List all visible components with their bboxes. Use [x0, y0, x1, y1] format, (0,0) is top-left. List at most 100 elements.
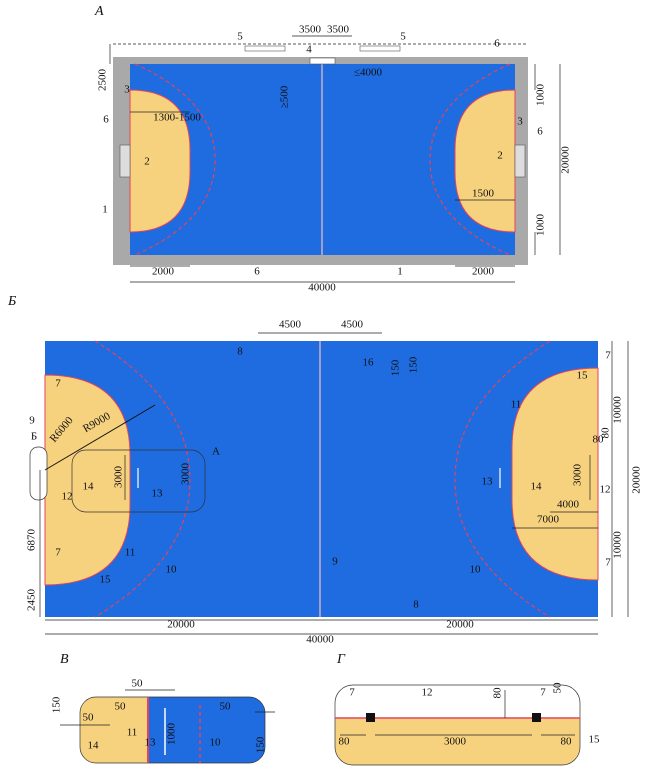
detail-outline [79, 696, 266, 764]
annotation: 10000 [612, 531, 624, 559]
annotation: 7 [605, 557, 611, 569]
annotation: 6 [494, 38, 500, 50]
goal-area [129, 89, 191, 233]
annotation: 10000 [612, 396, 624, 424]
annotation: 12 [600, 484, 611, 496]
annotation: 7000 [537, 514, 560, 526]
annotation: 12 [62, 491, 73, 503]
annotation: 15 [577, 370, 589, 382]
annotation: 5 [237, 31, 243, 43]
annotation: 1000 [535, 84, 547, 107]
annotation: 2 [497, 150, 503, 162]
annotation: 11 [125, 547, 136, 559]
detail-a-outline [71, 449, 206, 513]
annotation: 3000 [444, 736, 467, 748]
annotation: 2 [144, 156, 150, 168]
annotation: 3000 [180, 463, 192, 486]
annotation: 150 [390, 359, 402, 376]
annotation: 20000 [631, 466, 643, 494]
bench [359, 45, 401, 52]
panel-label: В [60, 652, 69, 667]
annotation: 20000 [167, 619, 195, 631]
goal [119, 144, 131, 178]
annotation: 6 [537, 126, 543, 138]
annotation: 20000 [446, 619, 474, 631]
annotation: 12 [422, 687, 433, 699]
goal-area [44, 374, 131, 586]
annotation: 7 [55, 547, 61, 559]
panel-g [334, 684, 581, 766]
annotation: 150 [51, 696, 63, 713]
annotation: 7 [55, 378, 61, 390]
annotation: Б [31, 431, 37, 443]
annotation: 7 [605, 350, 611, 362]
annotation: 7 [349, 687, 355, 699]
panel-a [109, 35, 561, 283]
annotation: 1300-1500 [153, 112, 201, 124]
court [45, 341, 598, 617]
annotation: 50 [552, 682, 564, 694]
annotation: 11 [511, 399, 522, 411]
annotation: 10 [166, 564, 178, 576]
annotation: 80 [561, 736, 573, 748]
annotation: 2500 [97, 69, 109, 92]
annotation: 9 [29, 415, 35, 427]
annotation: 80 [492, 687, 504, 699]
goal-post [366, 713, 375, 722]
annotation: 8 [413, 599, 419, 611]
annotation: 50 [115, 701, 127, 713]
dimension-lines [109, 35, 561, 283]
annotation: 3000 [113, 466, 125, 489]
annotation: 3 [517, 116, 523, 128]
annotation: 3500 [327, 24, 350, 36]
goal-area [511, 367, 599, 581]
annotation: 80 [600, 427, 612, 439]
annotation: 14 [83, 481, 95, 493]
table [309, 57, 336, 65]
annotation: 50 [220, 701, 232, 713]
radius-line [44, 404, 156, 471]
annotation: 150 [408, 356, 420, 373]
annotation: 13 [482, 476, 494, 488]
annotation: 16 [363, 357, 375, 369]
annotation: 13 [145, 737, 157, 749]
annotation: 13 [152, 488, 164, 500]
annotation: 4500 [279, 319, 302, 331]
annotation: 6 [103, 114, 109, 126]
free-throw-line [454, 340, 551, 618]
annotation: 14 [531, 481, 543, 493]
free-throw-line [94, 340, 191, 618]
annotation: 3 [124, 84, 130, 96]
panel-label: Г [336, 652, 346, 667]
annotation: 6 [254, 266, 260, 278]
annotation: 10 [470, 564, 482, 576]
panel-label: А [94, 4, 104, 19]
annotation: 9 [332, 556, 338, 568]
goal-post [532, 713, 541, 722]
dimension-lines [60, 689, 275, 726]
goal [514, 144, 526, 178]
annotation: 150 [255, 736, 267, 753]
annotation: 1 [397, 266, 403, 278]
annotation: 50 [132, 678, 144, 690]
annotation: 8 [237, 346, 243, 358]
annotation: 40000 [308, 282, 336, 294]
panel-label: Б [7, 294, 16, 309]
annotation: 15 [589, 734, 601, 746]
detail-outline [334, 684, 581, 766]
annotation: 1000 [535, 214, 547, 237]
annotation: 6870 [26, 529, 38, 552]
bench [244, 45, 286, 52]
annotation: ≥500 [279, 85, 291, 108]
annotation: 3000 [572, 464, 584, 487]
annotation: ≤4000 [354, 67, 383, 79]
annotation: 20000 [560, 146, 572, 174]
annotation: 2000 [472, 266, 495, 278]
annotation: 80 [593, 434, 605, 446]
goal-area [454, 89, 516, 233]
annotation: 14 [88, 740, 100, 752]
annotation: 1000 [166, 723, 178, 746]
annotation: 11 [127, 727, 138, 739]
annotation: 1500 [472, 188, 495, 200]
